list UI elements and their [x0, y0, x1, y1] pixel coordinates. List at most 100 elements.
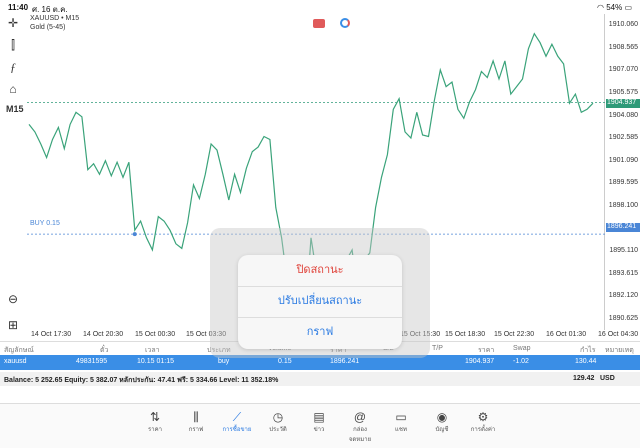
zoom-icon[interactable]: ⊖ — [7, 292, 19, 306]
one-click-trading-icon[interactable] — [313, 19, 325, 28]
trade-icon: ⟋ — [232, 410, 242, 424]
battery-icon: ▭ — [624, 3, 632, 12]
close-position-button[interactable]: ปิดสถานะ — [238, 255, 402, 287]
balance-total: 129.42 — [573, 375, 595, 382]
x-tick-label: 15 Oct 15:30 — [400, 331, 441, 338]
buy-line-label: BUY 0.15 — [30, 220, 60, 227]
add-icon[interactable]: ⊞ — [7, 318, 19, 332]
col-symbol: สัญลักษณ์ — [4, 347, 34, 354]
y-tick-label: 1890.625 — [608, 315, 638, 323]
balance-currency: USD — [600, 375, 615, 382]
col-type: ประเภท — [207, 347, 231, 354]
row-current-price: 1904.937 — [465, 358, 495, 365]
x-tick-label: 15 Oct 03:30 — [186, 331, 227, 338]
tab-label: กราฟ — [188, 427, 204, 433]
entry-marker — [132, 232, 137, 237]
chart-icon: ⫼ — [193, 410, 199, 424]
trade-levels-icon[interactable] — [340, 18, 350, 28]
tab-label: กล่องจดหมาย — [348, 427, 372, 443]
x-tick-label: 14 Oct 17:30 — [31, 331, 72, 338]
tab-label: บัญชี — [435, 427, 449, 433]
tab-label: ประวัติ — [269, 427, 287, 433]
status-bar: 11:40 ศ. 16 ต.ค. ◠ 54% ▭ — [0, 0, 640, 14]
row-ticket: 49831595 — [76, 358, 108, 365]
x-tick-label: 14 Oct 20:30 — [83, 331, 124, 338]
row-profit: 130.44 — [575, 358, 597, 365]
col-current: ราคา — [478, 347, 495, 354]
balance-row: Balance: 5 252.65 Equity: 5 382.07 หลักป… — [0, 372, 640, 386]
row-type: buy — [218, 358, 230, 365]
timeframe-selector[interactable]: M15 — [6, 104, 24, 114]
crosshair-icon[interactable]: ✛ — [7, 16, 19, 30]
wifi-icon: ◠ — [596, 3, 607, 12]
tab-chat[interactable]: ▭ แชท — [383, 410, 419, 434]
status-time: 11:40 — [8, 3, 29, 12]
x-tick-label: 15 Oct 18:30 — [445, 331, 486, 338]
x-tick-label: 15 Oct 00:30 — [135, 331, 176, 338]
tab-label: ข่าว — [313, 427, 325, 433]
mailbox-icon: @ — [353, 410, 367, 424]
tab-label: การตั้งค่า — [470, 427, 496, 433]
y-tick-label: 1895.110 — [609, 247, 638, 255]
quotes-icon: ⇅ — [149, 410, 161, 424]
row-price: 1896.241 — [330, 358, 360, 365]
tab-trade[interactable]: ⟋ การซื้อขาย — [219, 410, 255, 434]
row-swap: -1.02 — [513, 358, 529, 365]
modify-position-button[interactable]: ปรับเปลี่ยนสถานะ — [238, 286, 402, 318]
price-chart[interactable] — [27, 14, 605, 330]
col-profit: กำไร — [580, 347, 596, 354]
col-ticket: ตั๋ว — [100, 347, 109, 354]
open-chart-button[interactable]: กราฟ — [306, 326, 334, 338]
price-series-line — [28, 32, 594, 326]
tab-mailbox[interactable]: @ กล่องจดหมาย — [342, 410, 378, 444]
tab-history[interactable]: ◷ ประวัติ — [260, 410, 296, 434]
tab-account[interactable]: ◉ บัญชี — [424, 410, 460, 434]
tab-label: ราคา — [148, 427, 162, 433]
y-tick-label: 1899.595 — [608, 179, 638, 187]
y-tick-label: 1901.090 — [608, 156, 638, 164]
indicators-icon[interactable]: ⫿ — [11, 38, 15, 52]
chat-icon: ▭ — [395, 410, 407, 424]
x-tick-label: 16 Oct 04:30 — [598, 331, 639, 338]
y-tick-label: 1902.585 — [608, 134, 638, 142]
position-context-menu: ปิดสถานะ ปรับเปลี่ยนสถานะ กราฟ — [238, 255, 402, 349]
y-tick-label: 1893.615 — [608, 269, 638, 277]
news-icon: ▤ — [313, 410, 325, 424]
col-comment: หมายเหตุ — [605, 347, 634, 354]
y-tick-label: 1910.060 — [608, 21, 638, 29]
tab-bar: ⇅ ราคา ⫼ กราฟ ⟋ การซื้อขาย ◷ ประวัติ ▤ ข่าว @… — [0, 403, 640, 448]
bid-price-tag: 1904.937 — [606, 99, 640, 108]
position-row[interactable]: xauusd 49831595 10.15 01:15 buy 0.15 189… — [0, 355, 640, 370]
y-tick-label: 1892.120 — [608, 292, 638, 300]
tab-settings[interactable]: ⚙ การตั้งค่า — [465, 410, 501, 434]
row-symbol: xauusd — [4, 358, 27, 365]
y-tick-label: 1904.080 — [608, 111, 638, 119]
col-price: ราคา — [330, 347, 347, 354]
tab-label: การซื้อขาย — [222, 427, 252, 433]
chart-symbol: XAUUSD • M15 — [30, 15, 80, 22]
col-tp: T/P — [432, 345, 443, 352]
tab-chart[interactable]: ⫼ กราฟ — [178, 410, 214, 434]
tab-quotes[interactable]: ⇅ ราคา — [137, 410, 173, 434]
objects-icon[interactable]: ⌂ — [9, 82, 17, 96]
y-tick-label: 1907.070 — [608, 66, 638, 74]
tab-news[interactable]: ▤ ข่าว — [301, 410, 337, 434]
y-tick-label: 1908.565 — [608, 43, 638, 51]
buy-price-tag: 1896.241 — [606, 223, 640, 232]
x-tick-label: 15 Oct 22:30 — [494, 331, 535, 338]
col-time: เวลา — [145, 347, 160, 354]
chart-description: Gold (5-45) — [30, 24, 66, 31]
settings-icon: ⚙ — [477, 410, 489, 424]
history-icon: ◷ — [272, 410, 284, 424]
status-date: ศ. 16 ต.ค. — [32, 5, 68, 14]
col-swap: Swap — [513, 345, 531, 352]
account-icon: ◉ — [436, 410, 448, 424]
battery-level: ◠ 54% ▭ — [597, 3, 632, 12]
balance-text: Balance: 5 252.65 Equity: 5 382.07 หลักป… — [4, 377, 279, 384]
y-tick-label: 1898.100 — [608, 202, 638, 210]
row-time: 10.15 01:15 — [137, 358, 174, 365]
y-tick-label: 1905.575 — [608, 89, 638, 96]
function-icon[interactable]: ƒ — [10, 60, 16, 74]
row-volume: 0.15 — [278, 358, 292, 365]
x-tick-label: 16 Oct 01:30 — [546, 331, 587, 338]
